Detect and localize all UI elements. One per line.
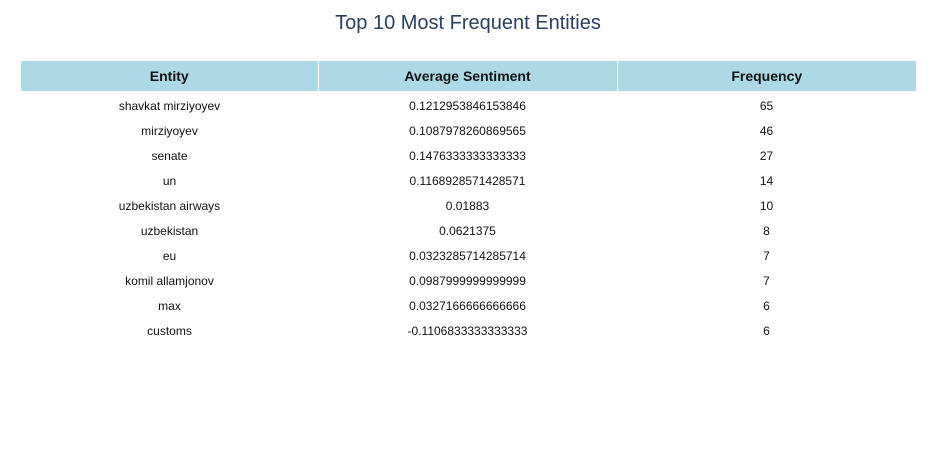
cell-average-sentiment: 0.1476333333333333 bbox=[318, 143, 617, 168]
table-row: customs -0.1106833333333333 6 bbox=[21, 318, 916, 343]
cell-average-sentiment: 0.1087978260869565 bbox=[318, 118, 617, 143]
cell-entity: uzbekistan airways bbox=[21, 193, 318, 218]
table-row: komil allamjonov 0.0987999999999999 7 bbox=[21, 268, 916, 293]
cell-average-sentiment: 0.0323285714285714 bbox=[318, 243, 617, 268]
column-header-frequency: Frequency bbox=[616, 61, 916, 91]
table-row: eu 0.0323285714285714 7 bbox=[21, 243, 916, 268]
cell-entity: eu bbox=[21, 243, 318, 268]
column-header-average-sentiment: Average Sentiment bbox=[317, 61, 617, 91]
cell-average-sentiment: 0.1168928571428571 bbox=[318, 168, 617, 193]
table-row: un 0.1168928571428571 14 bbox=[21, 168, 916, 193]
cell-frequency: 6 bbox=[617, 318, 916, 343]
cell-frequency: 10 bbox=[617, 193, 916, 218]
cell-entity: max bbox=[21, 293, 318, 318]
cell-frequency: 46 bbox=[617, 118, 916, 143]
table-row: uzbekistan 0.0621375 8 bbox=[21, 218, 916, 243]
entity-table: Entity Average Sentiment Frequency shavk… bbox=[21, 61, 916, 343]
cell-frequency: 7 bbox=[617, 243, 916, 268]
table-header-row: Entity Average Sentiment Frequency bbox=[21, 61, 916, 91]
cell-frequency: 14 bbox=[617, 168, 916, 193]
cell-entity: uzbekistan bbox=[21, 218, 318, 243]
cell-entity: customs bbox=[21, 318, 318, 343]
cell-average-sentiment: 0.0621375 bbox=[318, 218, 617, 243]
cell-average-sentiment: 0.0987999999999999 bbox=[318, 268, 617, 293]
cell-frequency: 65 bbox=[617, 91, 916, 118]
cell-average-sentiment: -0.1106833333333333 bbox=[318, 318, 617, 343]
cell-frequency: 7 bbox=[617, 268, 916, 293]
table-row: uzbekistan airways 0.01883 10 bbox=[21, 193, 916, 218]
cell-entity: mirziyoyev bbox=[21, 118, 318, 143]
table-row: max 0.0327166666666666 6 bbox=[21, 293, 916, 318]
table-row: shavkat mirziyoyev 0.1212953846153846 65 bbox=[21, 91, 916, 118]
cell-average-sentiment: 0.01883 bbox=[318, 193, 617, 218]
cell-frequency: 6 bbox=[617, 293, 916, 318]
cell-entity: senate bbox=[21, 143, 318, 168]
cell-entity: shavkat mirziyoyev bbox=[21, 91, 318, 118]
table-row: senate 0.1476333333333333 27 bbox=[21, 143, 916, 168]
cell-frequency: 8 bbox=[617, 218, 916, 243]
cell-frequency: 27 bbox=[617, 143, 916, 168]
cell-entity: komil allamjonov bbox=[21, 268, 318, 293]
cell-average-sentiment: 0.0327166666666666 bbox=[318, 293, 617, 318]
table-row: mirziyoyev 0.1087978260869565 46 bbox=[21, 118, 916, 143]
cell-entity: un bbox=[21, 168, 318, 193]
column-header-entity: Entity bbox=[21, 61, 318, 91]
chart-title: Top 10 Most Frequent Entities bbox=[335, 12, 601, 34]
cell-average-sentiment: 0.1212953846153846 bbox=[318, 91, 617, 118]
